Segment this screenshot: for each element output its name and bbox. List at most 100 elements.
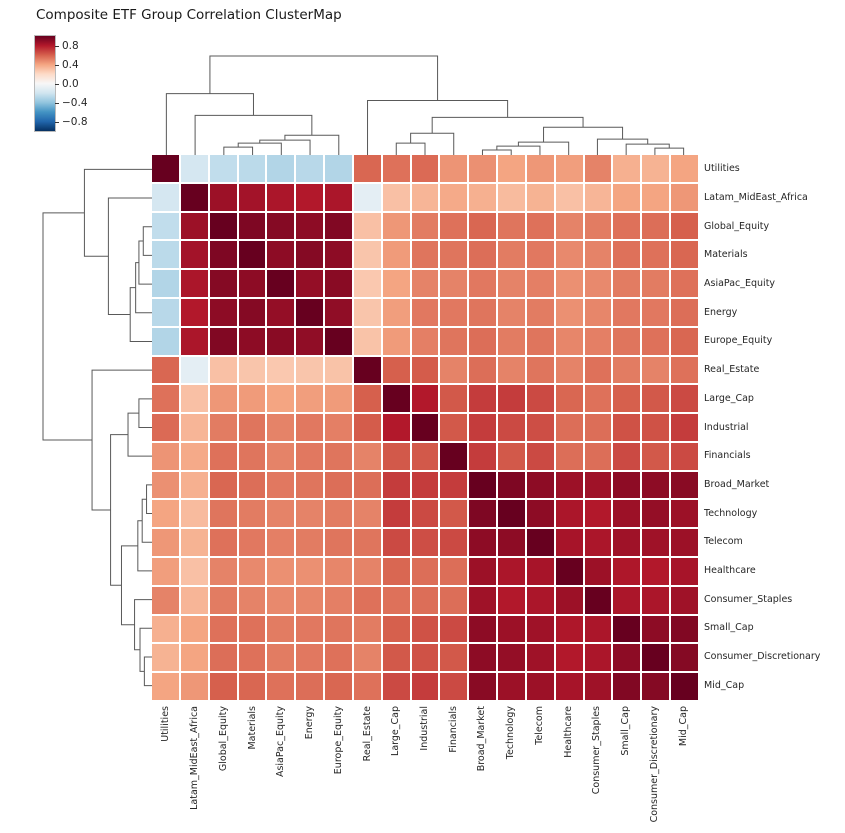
heatmap-cell <box>152 270 179 297</box>
heatmap-cell <box>555 155 583 182</box>
dendrogram-link <box>91 369 152 511</box>
heatmap-cell <box>180 471 208 499</box>
heatmap-cell <box>671 241 698 269</box>
heatmap-cell <box>296 414 324 441</box>
heatmap-cell <box>353 327 381 355</box>
heatmap-cell <box>526 155 554 182</box>
heatmap-cell <box>671 673 698 700</box>
heatmap-cell <box>325 270 352 297</box>
heatmap-cell <box>325 212 352 240</box>
heatmap-cell <box>613 529 641 557</box>
heatmap-cell <box>209 644 237 672</box>
heatmap-cell <box>411 471 439 499</box>
dendrogram-link <box>431 116 584 134</box>
heatmap-cell <box>498 558 525 585</box>
heatmap-cell <box>353 558 381 585</box>
heatmap-cell <box>180 241 208 269</box>
heatmap-cell <box>209 356 237 384</box>
column-label: Consumer_Staples <box>591 706 603 795</box>
colorbar-tick-label: 0.0 <box>62 77 79 90</box>
heatmap-cell <box>325 327 352 355</box>
heatmap-cell <box>642 356 670 384</box>
heatmap-cell <box>267 644 295 672</box>
heatmap-cell <box>238 442 266 470</box>
heatmap-cell <box>152 586 179 614</box>
heatmap-cell <box>382 500 410 528</box>
heatmap-cell <box>469 327 497 355</box>
heatmap-cell <box>209 155 237 182</box>
heatmap-cell <box>296 442 324 470</box>
heatmap-cell <box>671 212 698 240</box>
dendrogram-link <box>137 520 152 572</box>
heatmap-cell <box>498 241 525 269</box>
row-label: Financials <box>704 450 751 462</box>
heatmap-cell <box>642 586 670 614</box>
heatmap-cell <box>642 558 670 585</box>
heatmap-cell <box>411 155 439 182</box>
heatmap-cell <box>526 183 554 211</box>
heatmap-cell <box>498 644 525 672</box>
heatmap-cell <box>411 385 439 413</box>
heatmap-cell <box>440 586 468 614</box>
heatmap-cell <box>382 615 410 643</box>
heatmap-cell <box>382 558 410 585</box>
heatmap-cell <box>613 327 641 355</box>
heatmap-cell <box>411 270 439 297</box>
dendrogram-link <box>127 412 152 457</box>
heatmap-cell <box>180 385 208 413</box>
heatmap-cell <box>671 155 698 182</box>
heatmap-cell <box>613 558 641 585</box>
row-label: Mid_Cap <box>704 679 745 691</box>
heatmap-cell <box>325 385 352 413</box>
heatmap-cell <box>353 298 381 326</box>
heatmap-cell <box>296 529 324 557</box>
row-label: Broad_Market <box>704 478 770 490</box>
heatmap-cell <box>555 529 583 557</box>
heatmap-cell <box>180 615 208 643</box>
row-label: Global_Equity <box>704 220 770 232</box>
heatmap-cell <box>353 385 381 413</box>
heatmap-cell <box>642 529 670 557</box>
column-label: Large_Cap <box>390 706 402 756</box>
heatmap-cell <box>382 586 410 614</box>
heatmap-cell <box>613 644 641 672</box>
heatmap-cell <box>180 327 208 355</box>
dendrogram-link <box>209 55 439 101</box>
heatmap-cell <box>180 270 208 297</box>
chart-title: Composite ETF Group Correlation ClusterM… <box>36 7 342 23</box>
heatmap-cell <box>584 155 612 182</box>
heatmap-cell <box>584 327 612 355</box>
heatmap-cell <box>152 414 179 441</box>
column-label: Small_Cap <box>620 706 632 756</box>
heatmap-cell <box>555 644 583 672</box>
heatmap-cell <box>584 558 612 585</box>
column-label: Materials <box>246 706 258 750</box>
heatmap-cell <box>296 586 324 614</box>
heatmap-cell <box>469 500 497 528</box>
heatmap-cell <box>526 558 554 585</box>
heatmap-cell <box>555 241 583 269</box>
heatmap-cell <box>152 644 179 672</box>
dendrogram-link <box>284 134 340 155</box>
heatmap-cell <box>469 183 497 211</box>
heatmap-cell <box>440 298 468 326</box>
column-label: Latam_MidEast_Africa <box>189 706 201 810</box>
heatmap-cell <box>584 500 612 528</box>
heatmap-cell <box>382 471 410 499</box>
heatmap-cell <box>411 356 439 384</box>
heatmap-cell <box>671 471 698 499</box>
colorbar-tick-mark <box>55 102 59 104</box>
heatmap-cell <box>440 442 468 470</box>
heatmap-cell <box>555 327 583 355</box>
heatmap-cell <box>296 212 324 240</box>
heatmap-cell <box>325 558 352 585</box>
row-dendrogram <box>42 168 152 687</box>
heatmap-cell <box>555 414 583 441</box>
heatmap-cell <box>180 155 208 182</box>
heatmap-cell <box>267 270 295 297</box>
heatmap-cell <box>209 558 237 585</box>
heatmap-cell <box>325 673 352 700</box>
heatmap-cell <box>382 644 410 672</box>
heatmap-cell <box>238 155 266 182</box>
heatmap-cell <box>180 356 208 384</box>
